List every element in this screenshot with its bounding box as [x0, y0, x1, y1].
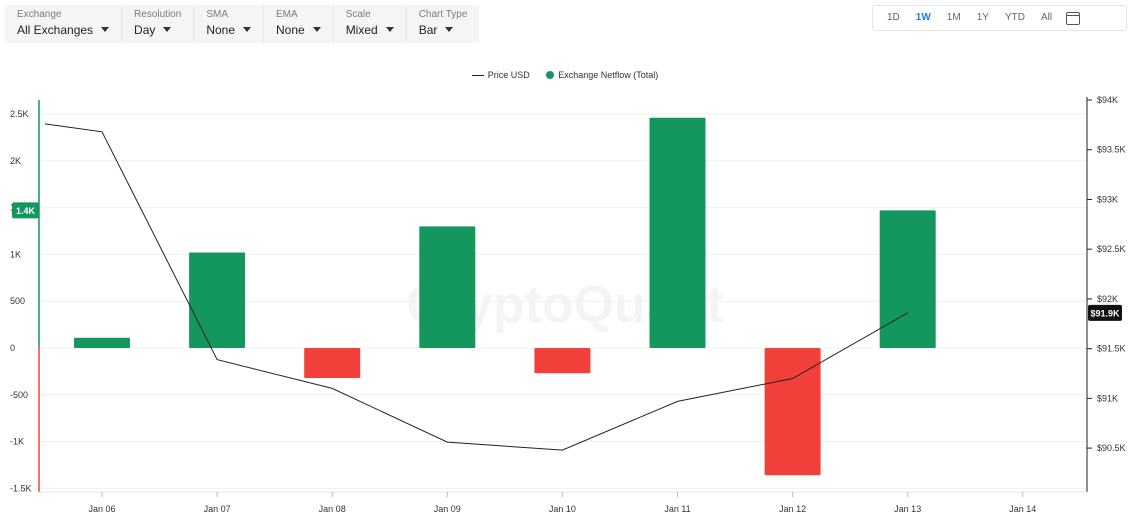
x-tick-label: Jan 10: [549, 504, 576, 514]
exchange-label: Exchange: [17, 9, 62, 20]
y-right-tick-label: $92K: [1097, 294, 1118, 304]
netflow-bar: [534, 348, 591, 374]
chevron-down-icon: [312, 27, 321, 32]
range-all-button[interactable]: All: [1040, 12, 1053, 23]
current-price-marker: [1088, 304, 1122, 321]
y-left-tick-label: 2.5K: [10, 109, 29, 119]
y-right-tick-label: $94K: [1097, 95, 1118, 105]
legend-item-price[interactable]: Price USD: [471, 69, 530, 80]
range-1y-button[interactable]: 1Y: [976, 12, 989, 23]
price-line: [44, 123, 908, 451]
range-1d-button[interactable]: 1D: [887, 12, 900, 23]
y-left-tick-label: 1K: [10, 249, 21, 259]
y-right-tick-label: $93.5K: [1097, 145, 1126, 155]
resolution-dropdown[interactable]: Resolution Day: [122, 5, 195, 43]
netflow-bar: [189, 252, 246, 348]
x-tick-label: Jan 14: [1009, 504, 1036, 514]
netflow-bar: [764, 348, 821, 476]
scale-dropdown[interactable]: Scale Mixed: [334, 5, 407, 43]
sma-dropdown[interactable]: SMA None: [194, 5, 264, 43]
y-left-tick-label: -1K: [10, 437, 24, 447]
exchange-value: All Exchanges: [17, 23, 94, 37]
chart-legend: Price USD Exchange Netflow (Total): [0, 69, 1130, 80]
resolution-value: Day: [134, 23, 156, 37]
line-swatch-icon: [471, 74, 484, 76]
y-right-tick-label: $93K: [1097, 194, 1118, 204]
range-ytd-button[interactable]: YTD: [1004, 12, 1025, 23]
sma-value: None: [206, 23, 235, 37]
netflow-bar: [419, 226, 476, 348]
calendar-icon[interactable]: [1066, 11, 1081, 25]
sma-label: SMA: [206, 9, 228, 20]
netflow-bar: [74, 337, 130, 348]
y-left-tick-label: 500: [10, 296, 25, 306]
netflow-bar: [649, 117, 706, 348]
ema-value: None: [276, 23, 305, 37]
exchange-dropdown[interactable]: Exchange All Exchanges: [5, 5, 123, 43]
legend-netflow-label: Exchange Netflow (Total): [558, 69, 659, 80]
y-left-tick-label: 2K: [10, 156, 21, 166]
x-tick-label: Jan 08: [319, 504, 346, 514]
y-right-tick-label: $91.5K: [1097, 344, 1126, 354]
y-left-tick-label: 0: [10, 343, 15, 353]
current-price-label: $91.9K: [1090, 308, 1120, 318]
chevron-down-icon: [385, 27, 394, 32]
range-1m-button[interactable]: 1M: [946, 12, 961, 23]
x-tick-label: Jan 13: [894, 504, 921, 514]
netflow-bar: [879, 210, 936, 348]
x-tick-label: Jan 12: [779, 504, 806, 514]
legend-item-netflow[interactable]: Exchange Netflow (Total): [546, 70, 658, 80]
chart-toolbar: Exchange All Exchanges Resolution Day SM…: [5, 5, 480, 43]
ema-label: EMA: [276, 9, 298, 20]
dot-swatch-icon: [546, 71, 555, 80]
current-netflow-label: 1.4K: [16, 206, 36, 216]
chevron-down-icon: [243, 27, 251, 32]
legend-price-label: Price USD: [487, 69, 530, 80]
resolution-label: Resolution: [134, 9, 182, 20]
current-netflow-marker: [12, 202, 39, 219]
ema-dropdown[interactable]: EMA None: [264, 5, 334, 43]
chevron-down-icon: [163, 27, 172, 32]
x-tick-label: Jan 06: [88, 504, 115, 514]
chevron-down-icon: [101, 27, 110, 32]
x-tick-label: Jan 07: [204, 504, 231, 514]
range-1w-button[interactable]: 1W: [915, 12, 931, 23]
netflow-bar: [304, 348, 361, 378]
x-tick-label: Jan 09: [434, 504, 461, 514]
chart-type-label: Chart Type: [418, 9, 468, 20]
chart-type-value: Bar: [418, 23, 438, 37]
scale-label: Scale: [345, 9, 371, 20]
chevron-down-icon: [445, 27, 454, 32]
y-left-tick-label: -1.5K: [10, 483, 32, 493]
y-right-tick-label: $92.5K: [1097, 244, 1126, 254]
scale-value: Mixed: [345, 23, 378, 37]
chart-type-dropdown[interactable]: Chart Type Bar: [407, 5, 480, 43]
y-right-tick-label: $91K: [1097, 393, 1118, 403]
y-left-tick-label: -500: [10, 390, 28, 400]
y-right-tick-label: $90.5K: [1097, 443, 1126, 453]
x-tick-label: Jan 11: [664, 504, 690, 514]
time-range-selector: 1D 1W 1M 1Y YTD All: [872, 5, 1127, 31]
